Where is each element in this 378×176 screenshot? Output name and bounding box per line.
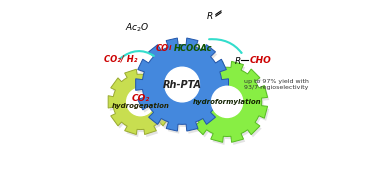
Text: hydroformylation: hydroformylation xyxy=(193,99,262,105)
Circle shape xyxy=(212,86,243,117)
Text: up to 97% yield with
93/7 regioselectivity: up to 97% yield with 93/7 regioselectivi… xyxy=(245,79,309,90)
Polygon shape xyxy=(110,72,175,137)
Text: CO₂: CO₂ xyxy=(132,94,150,103)
Text: Rh-PTA: Rh-PTA xyxy=(163,80,201,90)
Polygon shape xyxy=(108,69,173,134)
Text: $Ac_2O$: $Ac_2O$ xyxy=(125,21,149,34)
Text: HCOOAc: HCOOAc xyxy=(174,44,212,53)
Text: $R$: $R$ xyxy=(234,55,241,66)
FancyArrowPatch shape xyxy=(120,51,154,58)
Polygon shape xyxy=(137,41,230,134)
Text: CHO: CHO xyxy=(249,56,271,65)
Text: i: i xyxy=(169,45,174,51)
Text: $R$: $R$ xyxy=(206,10,214,21)
Text: CO₂/ H₂: CO₂/ H₂ xyxy=(104,54,138,63)
Circle shape xyxy=(165,67,199,102)
Circle shape xyxy=(127,88,154,116)
Text: hydrogenation: hydrogenation xyxy=(112,103,169,109)
Polygon shape xyxy=(187,61,268,142)
Text: CO: CO xyxy=(156,44,169,53)
FancyArrowPatch shape xyxy=(209,39,242,53)
Polygon shape xyxy=(188,64,269,145)
Polygon shape xyxy=(136,38,228,131)
